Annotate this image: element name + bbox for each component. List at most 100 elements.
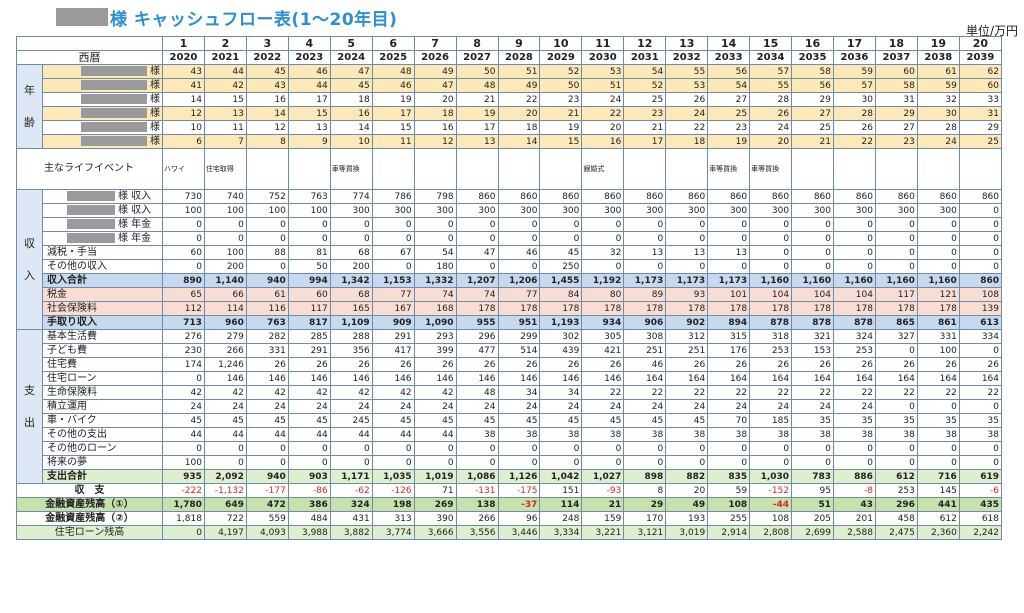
value-cell: 26 [874, 357, 918, 372]
row-label: その他のローン [42, 441, 163, 456]
row-label: 税金 [42, 287, 163, 302]
value-cell: 0 [958, 399, 1003, 414]
value-cell: 0 [539, 441, 583, 456]
row-label: 様 年金 [42, 217, 163, 232]
value-cell: 279 [203, 329, 247, 344]
life-event-cell [916, 148, 960, 190]
value-cell: 903 [287, 469, 331, 484]
row-label-text: 様 年金 [118, 232, 152, 244]
value-cell: 51 [497, 64, 541, 79]
value-cell: 0 [791, 441, 834, 456]
value-cell: 168 [413, 301, 457, 316]
value-cell: 2,588 [833, 525, 876, 540]
value-cell: 26 [287, 357, 331, 372]
value-cell: 251 [665, 343, 709, 358]
value-cell: 439 [539, 343, 583, 358]
value-cell: -37 [497, 497, 541, 512]
value-cell: 26 [958, 357, 1003, 372]
value-cell: 860 [581, 189, 625, 204]
deduction-row: 社会保険料 112 114 116 117 165 167 168 178 178 178 178 17… [17, 301, 1003, 316]
value-cell: 0 [791, 245, 834, 260]
value-cell: 45 [162, 413, 205, 428]
value-cell: 10 [329, 134, 373, 149]
value-cell: 43 [245, 78, 289, 93]
value-cell: 0 [791, 217, 834, 232]
value-cell: 0 [958, 455, 1003, 470]
value-cell: 860 [791, 189, 834, 204]
value-cell: 3,988 [287, 525, 331, 540]
value-cell: 57 [749, 64, 793, 79]
value-cell: 16 [329, 106, 373, 121]
value-cell: 60 [287, 287, 331, 302]
value-cell: 29 [623, 497, 667, 512]
value-cell: 53 [581, 64, 625, 79]
group-char: 収 [24, 236, 35, 250]
value-cell: 23 [623, 106, 667, 121]
value-cell: 164 [791, 371, 834, 386]
value-cell: 324 [329, 497, 373, 512]
row-label-text: 様 収入 [118, 190, 152, 202]
value-cell: 251 [623, 343, 667, 358]
value-cell: 774 [329, 189, 373, 204]
value-cell: 35 [833, 413, 876, 428]
value-cell: 865 [874, 315, 918, 330]
value-cell: 1,027 [581, 469, 625, 484]
value-cell: 0 [707, 217, 751, 232]
value-cell: 253 [749, 343, 793, 358]
value-cell: 53 [665, 78, 709, 93]
value-cell: 15 [371, 120, 415, 135]
value-cell: 0 [665, 217, 709, 232]
value-cell: 860 [623, 189, 667, 204]
value-cell: 0 [874, 245, 918, 260]
value-cell: 198 [371, 497, 415, 512]
value-cell: 116 [245, 301, 289, 316]
value-cell: 38 [958, 427, 1003, 442]
value-cell: 44 [329, 427, 373, 442]
year-number-cell: 2 [203, 36, 247, 51]
income-row: 様 年金 0 0 0 0 0 0 0 0 0 0 0 0 0 0 0 0 0 0 0 0 [17, 231, 1003, 246]
year-number-cell: 16 [791, 36, 834, 51]
value-cell: 1,160 [916, 273, 960, 288]
row-label: その他の支出 [42, 427, 163, 442]
value-cell: 763 [287, 189, 331, 204]
value-cell: 1,042 [539, 469, 583, 484]
value-cell: 1,173 [623, 273, 667, 288]
value-cell: 2,475 [874, 525, 918, 540]
value-cell: 138 [455, 497, 499, 512]
value-cell: 205 [791, 511, 834, 526]
value-cell: 0 [749, 231, 793, 246]
income-row: 減税・手当 60 100 88 81 68 67 54 47 46 45 32 13 13 13 0 0 0 0 0 0 [17, 245, 1003, 260]
life-event-cell [623, 148, 667, 190]
assets-2-row: 金融資産残高（②） 1,818 722 559 484 431 313 390 266 96 248… [16, 511, 1003, 526]
group-char: 入 [24, 268, 35, 282]
value-cell: 1,153 [371, 273, 415, 288]
value-cell: 165 [329, 301, 373, 316]
value-cell: 178 [665, 301, 709, 316]
value-cell: 26 [665, 92, 709, 107]
value-cell: 315 [707, 329, 751, 344]
value-cell: 24 [245, 399, 289, 414]
value-cell: 0 [623, 259, 667, 274]
row-label: 支出合計 [42, 469, 163, 484]
value-cell: 860 [707, 189, 751, 204]
value-cell: 390 [413, 511, 457, 526]
value-cell: 0 [958, 231, 1003, 246]
value-cell: 0 [455, 455, 499, 470]
value-cell: 24 [791, 399, 834, 414]
row-label: 様 年金 [42, 231, 163, 246]
value-cell: 860 [833, 189, 876, 204]
value-cell: 167 [371, 301, 415, 316]
value-cell: 763 [245, 315, 289, 330]
value-cell: 100 [162, 455, 205, 470]
value-cell: 327 [874, 329, 918, 344]
value-cell: 46 [371, 78, 415, 93]
value-cell: 0 [497, 455, 541, 470]
value-cell: 93 [665, 287, 709, 302]
value-cell: 0 [749, 217, 793, 232]
name-suffix: 様 [150, 107, 160, 119]
redacted-name [81, 93, 147, 104]
income-row: 様 収入 100 100 100 100 300 300 300 300 300 300 300 300… [17, 203, 1003, 218]
value-cell: 74 [413, 287, 457, 302]
value-cell: 146 [497, 371, 541, 386]
value-cell: 276 [162, 329, 205, 344]
